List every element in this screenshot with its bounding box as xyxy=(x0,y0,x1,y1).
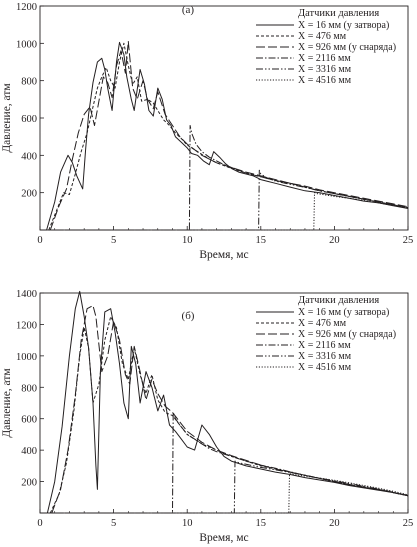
y-tick-label: 800 xyxy=(21,77,37,88)
series-line-4 xyxy=(40,125,409,231)
chart-panel-1: 0 5 10 15 20 25 200 400 600 800 1000 1200 Время, мс Д… xyxy=(1,2,413,261)
legend-entry-4: X = 2116 мм xyxy=(298,53,351,64)
y-tick-label: 400 xyxy=(21,151,37,162)
legend-title: Датчики давления xyxy=(298,295,379,306)
y-tick-label: 1200 xyxy=(16,2,37,13)
x-tick-label: 15 xyxy=(256,235,267,246)
x-tick-label: 25 xyxy=(403,518,414,529)
y-tick-label: 1400 xyxy=(16,289,37,300)
y-tick-label: 600 xyxy=(21,114,37,125)
y-tick-label: 600 xyxy=(21,415,37,426)
series-line-4 xyxy=(40,411,409,514)
y-tick-label: 400 xyxy=(21,446,37,457)
legend-title: Датчики давления xyxy=(298,8,379,19)
series-line-1 xyxy=(46,41,409,231)
x-tick-label: 10 xyxy=(182,235,193,246)
y-tick-label: 1000 xyxy=(16,352,37,363)
x-axis-label: Время, мс xyxy=(199,532,248,544)
x-tick-label: 5 xyxy=(111,518,116,529)
legend-entry-5: X = 3316 мм xyxy=(298,351,352,362)
x-axis-label: Время, мс xyxy=(199,249,248,261)
series-line-2 xyxy=(48,42,409,231)
legend-entry-2: X = 476 мм xyxy=(298,31,347,42)
series-line-1 xyxy=(46,290,409,514)
plot-frame xyxy=(39,292,409,514)
legend-entry-3: X = 926 мм (у снаряда) xyxy=(298,42,396,53)
x-tick-label: 5 xyxy=(111,235,116,246)
x-tick-label: 0 xyxy=(37,518,42,529)
series-line-6 xyxy=(40,192,409,231)
legend-entry-1: X = 16 мм (у затвора) xyxy=(298,307,389,318)
legend-entry-6: X = 4516 мм xyxy=(298,362,352,373)
y-tick-label: 1200 xyxy=(16,320,37,331)
y-tick-label: 200 xyxy=(21,478,37,489)
legend-entry-5: X = 3316 мм xyxy=(298,64,352,75)
x-tick-label: 15 xyxy=(256,518,267,529)
x-tick-label: 0 xyxy=(37,235,42,246)
legend-entry-6: X = 4516 мм xyxy=(298,75,352,86)
series-line-5 xyxy=(40,169,409,231)
chart-panel-2: 0 5 10 15 20 25 200 400 600 800 1000 1200 1400 Время,… xyxy=(1,289,413,544)
series-line-5 xyxy=(40,460,409,514)
series-line-6 xyxy=(40,473,409,514)
series-line-3 xyxy=(49,41,409,231)
legend-entry-1: X = 16 мм (у затвора) xyxy=(298,20,389,31)
panel-label: (а) xyxy=(182,4,195,16)
legend-entry-4: X = 2116 мм xyxy=(298,340,351,351)
y-tick-label: 800 xyxy=(21,383,37,394)
x-tick-label: 20 xyxy=(329,235,340,246)
y-tick-label: 1000 xyxy=(16,39,37,50)
panel-label: (б) xyxy=(182,310,195,322)
x-tick-label: 10 xyxy=(182,518,193,529)
legend-entry-2: X = 476 мм xyxy=(298,318,347,329)
y-axis-label: Давление, атм xyxy=(1,368,13,438)
x-tick-label: 25 xyxy=(403,235,414,246)
x-tick-label: 20 xyxy=(329,518,340,529)
y-axis-label: Давление, атм xyxy=(1,83,13,153)
y-tick-label: 200 xyxy=(21,189,37,200)
series-line-2 xyxy=(49,316,409,514)
legend-entry-3: X = 926 мм (у снаряда) xyxy=(298,329,396,340)
